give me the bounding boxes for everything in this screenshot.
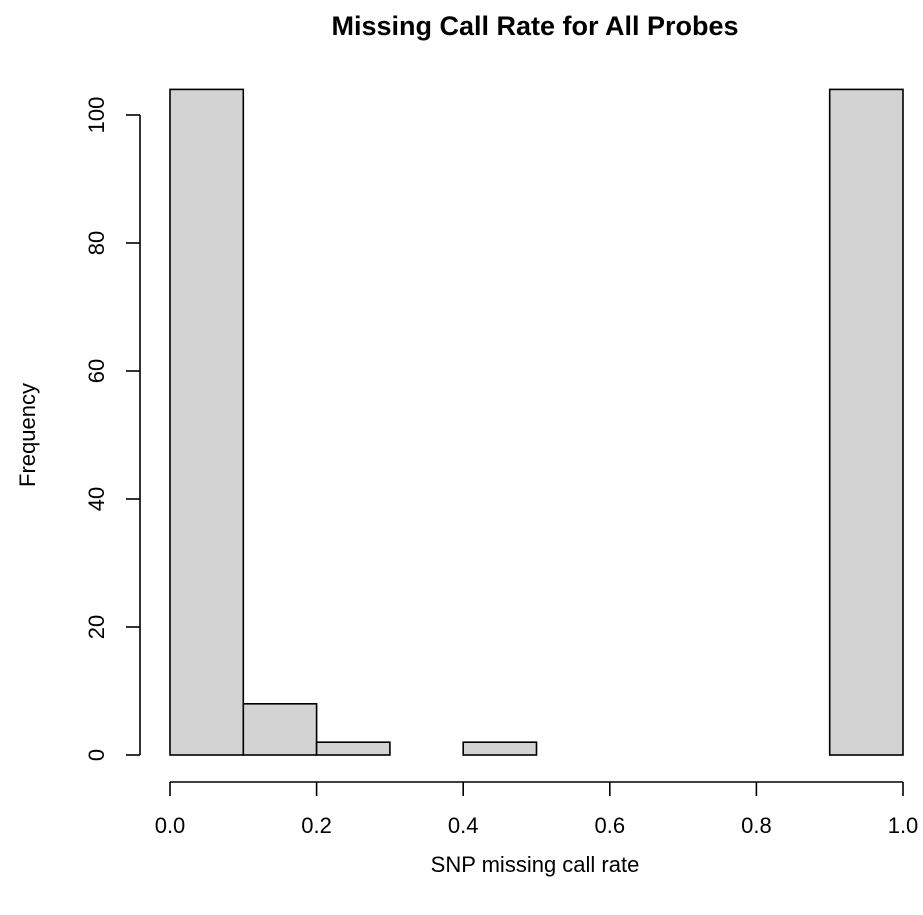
- chart-title: Missing Call Rate for All Probes: [331, 11, 738, 41]
- y-tick-label: 80: [84, 231, 109, 255]
- histogram-bar: [242, 702, 318, 756]
- x-tick-label: 0.8: [741, 813, 772, 838]
- y-tick-label: 20: [84, 615, 109, 639]
- histogram-bar: [462, 741, 538, 756]
- x-tick-label: 0.0: [155, 813, 186, 838]
- x-tick-label: 0.2: [301, 813, 332, 838]
- histogram-bar: [828, 88, 904, 756]
- y-tick-label: 40: [84, 487, 109, 511]
- y-tick-label: 60: [84, 359, 109, 383]
- x-tick-label: 0.6: [595, 813, 626, 838]
- y-axis: 0 20 40 60 80 100: [84, 97, 141, 761]
- histogram-bar: [315, 741, 391, 756]
- y-tick-label: 100: [84, 97, 109, 134]
- x-axis-label: SNP missing call rate: [431, 852, 640, 877]
- x-tick-label: 1.0: [888, 813, 919, 838]
- x-axis: 0.0 0.2 0.4 0.6 0.8 1.0: [155, 781, 919, 838]
- y-axis-label: Frequency: [15, 383, 40, 487]
- y-tick-label: 0: [84, 749, 109, 761]
- x-tick-label: 0.4: [448, 813, 479, 838]
- histogram-bar: [169, 88, 245, 756]
- bars-group: [169, 88, 904, 756]
